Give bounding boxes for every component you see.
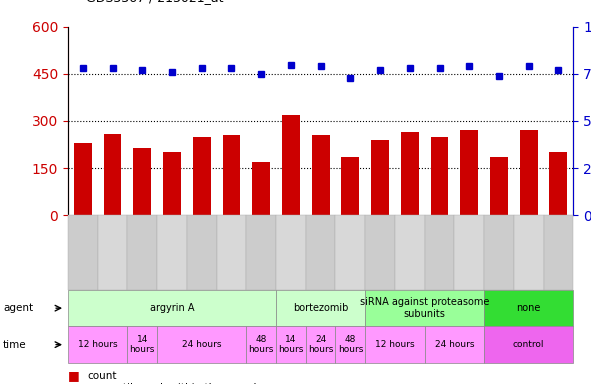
Bar <box>103 134 122 215</box>
Bar <box>431 137 449 215</box>
Text: bortezomib: bortezomib <box>293 303 348 313</box>
Bar <box>311 135 330 215</box>
Text: none: none <box>517 303 541 313</box>
Bar <box>223 135 241 215</box>
Bar <box>550 152 567 215</box>
Bar <box>282 115 300 215</box>
Text: 14
hours: 14 hours <box>278 335 304 354</box>
Text: 24 hours: 24 hours <box>182 340 222 349</box>
Bar <box>460 131 478 215</box>
Text: 14
hours: 14 hours <box>129 335 155 354</box>
Bar <box>490 157 508 215</box>
Text: argyrin A: argyrin A <box>150 303 194 313</box>
Bar <box>519 131 538 215</box>
Text: ■: ■ <box>68 381 80 384</box>
Text: ■: ■ <box>68 369 80 382</box>
Text: count: count <box>87 371 116 381</box>
Text: 24
hours: 24 hours <box>308 335 333 354</box>
Text: 24 hours: 24 hours <box>434 340 474 349</box>
Bar <box>193 137 210 215</box>
Bar <box>371 140 389 215</box>
Text: time: time <box>3 339 27 350</box>
Text: 12 hours: 12 hours <box>375 340 415 349</box>
Text: control: control <box>513 340 544 349</box>
Bar <box>401 132 418 215</box>
Bar <box>163 152 181 215</box>
Text: 48
hours: 48 hours <box>248 335 274 354</box>
Bar <box>252 162 270 215</box>
Bar <box>134 147 151 215</box>
Text: 12 hours: 12 hours <box>78 340 118 349</box>
Text: percentile rank within the sample: percentile rank within the sample <box>87 383 263 384</box>
Text: agent: agent <box>3 303 33 313</box>
Text: 48
hours: 48 hours <box>337 335 363 354</box>
Text: GDS3367 / 213021_at: GDS3367 / 213021_at <box>86 0 223 4</box>
Bar <box>74 143 92 215</box>
Text: siRNA against proteasome
subunits: siRNA against proteasome subunits <box>360 297 489 319</box>
Bar <box>342 157 359 215</box>
